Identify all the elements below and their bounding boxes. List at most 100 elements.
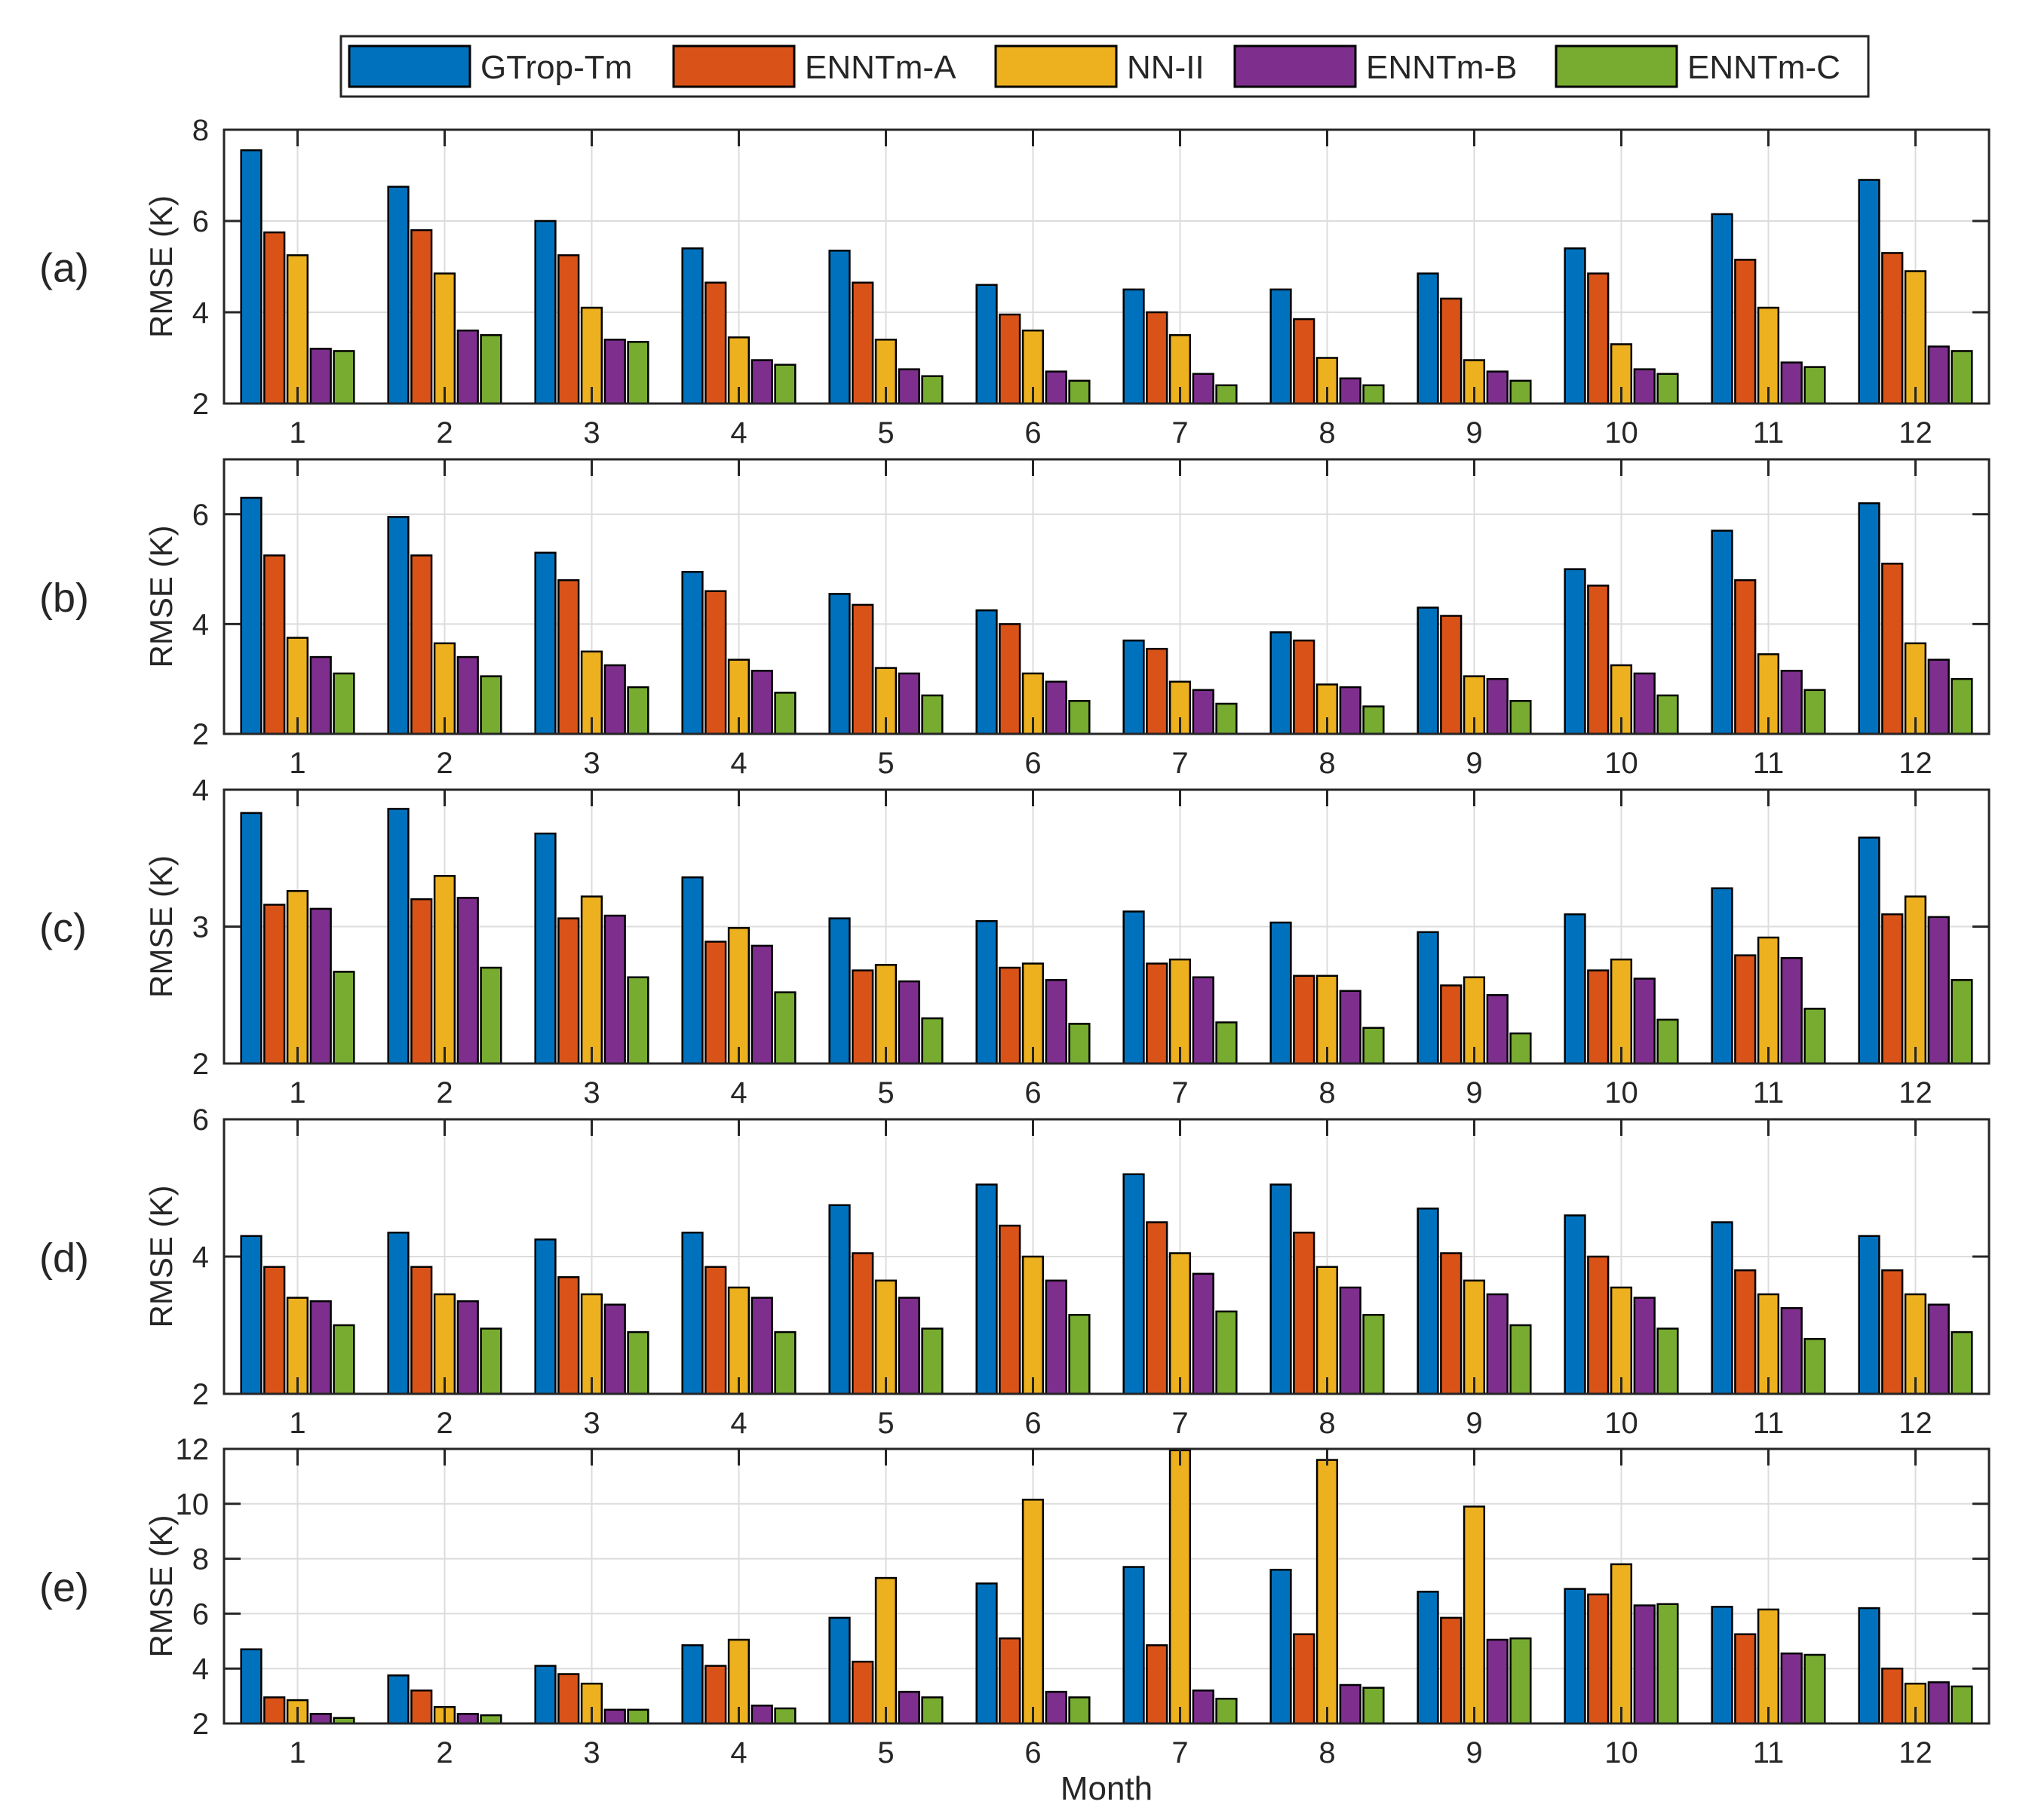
y-axis-label: RMSE (K) bbox=[143, 526, 179, 668]
x-tick-label: 8 bbox=[1318, 1736, 1335, 1769]
bar-enntm-b bbox=[1045, 979, 1067, 1065]
bar-gtrop-tm bbox=[1269, 1183, 1292, 1395]
bar-enntm-b bbox=[1486, 1293, 1509, 1395]
bar-enntm-c bbox=[1656, 1327, 1679, 1395]
bar-enntm-b bbox=[1339, 686, 1361, 735]
bar-gtrop-tm bbox=[1711, 529, 1733, 735]
bar-gtrop-tm bbox=[1122, 1173, 1145, 1395]
bar-enntm-c bbox=[333, 350, 355, 405]
bar-gtrop-tm bbox=[1564, 568, 1586, 735]
x-tick-label: 10 bbox=[1604, 1736, 1638, 1769]
y-tick-label: 2 bbox=[192, 1048, 209, 1081]
bar-enntm-a bbox=[852, 281, 874, 405]
bar-enntm-c bbox=[1068, 379, 1091, 405]
bar-gtrop-tm bbox=[1417, 931, 1439, 1065]
bar-enntm-b bbox=[309, 1713, 332, 1725]
bar-nn-ii bbox=[1315, 1459, 1339, 1725]
bar-enntm-c bbox=[480, 1714, 502, 1725]
x-tick-label: 7 bbox=[1171, 747, 1188, 780]
y-tick-label: 8 bbox=[192, 1543, 209, 1576]
x-tick-label: 6 bbox=[1024, 747, 1041, 780]
bar-gtrop-tm bbox=[828, 917, 851, 1065]
bar-enntm-b bbox=[1045, 680, 1067, 735]
bar-enntm-a bbox=[1587, 1255, 1610, 1395]
legend: GTrop-Tm ENNTm-A NN-II ENNTm-B ENNTm-C bbox=[339, 35, 1870, 98]
x-tick-label: 1 bbox=[289, 416, 305, 450]
bar-enntm-a bbox=[1293, 974, 1315, 1065]
x-tick-label: 8 bbox=[1318, 747, 1335, 780]
y-tick-label: 3 bbox=[192, 911, 209, 944]
bar-enntm-c bbox=[774, 364, 797, 405]
bar-gtrop-tm bbox=[1417, 606, 1439, 735]
bar-enntm-a bbox=[1146, 311, 1168, 405]
bar-enntm-c bbox=[1656, 694, 1679, 735]
bar-enntm-a bbox=[1440, 615, 1463, 735]
legend-label: GTrop-Tm bbox=[480, 49, 632, 86]
bar-enntm-c bbox=[1803, 1337, 1826, 1395]
bar-enntm-c bbox=[1068, 1696, 1091, 1725]
bar-enntm-a bbox=[1881, 1269, 1904, 1395]
bar-enntm-a bbox=[1146, 647, 1168, 735]
bar-enntm-c bbox=[627, 1708, 649, 1725]
bar-gtrop-tm bbox=[1858, 1607, 1880, 1725]
bar-enntm-c bbox=[1509, 1637, 1532, 1725]
bar-enntm-c bbox=[1509, 1032, 1532, 1065]
bar-enntm-c bbox=[921, 1327, 944, 1395]
bar-enntm-b bbox=[1192, 1272, 1214, 1395]
bar-nn-ii bbox=[874, 339, 898, 405]
bar-gtrop-tm bbox=[1122, 639, 1145, 735]
bar-gtrop-tm bbox=[240, 812, 262, 1065]
bar-nn-ii bbox=[1904, 270, 1927, 405]
bar-enntm-a bbox=[1734, 579, 1757, 735]
bar-gtrop-tm bbox=[681, 247, 704, 405]
bar-enntm-a bbox=[999, 623, 1021, 735]
bar-enntm-c bbox=[1656, 1018, 1679, 1065]
bar-enntm-c bbox=[480, 1327, 502, 1395]
legend-swatch bbox=[1233, 45, 1357, 88]
bar-enntm-c bbox=[1068, 1023, 1091, 1065]
bar-enntm-b bbox=[1339, 1286, 1361, 1395]
x-tick-label: 2 bbox=[436, 1407, 453, 1440]
bar-nn-ii bbox=[433, 272, 456, 405]
bar-enntm-b bbox=[751, 359, 773, 405]
y-tick-label: 4 bbox=[192, 1653, 209, 1686]
x-tick-label: 9 bbox=[1466, 1076, 1482, 1109]
x-tick-label: 5 bbox=[877, 747, 894, 780]
bar-gtrop-tm bbox=[1269, 288, 1292, 405]
bar-enntm-b bbox=[456, 1713, 479, 1725]
y-tick-label: 4 bbox=[192, 608, 209, 641]
bar-enntm-a bbox=[263, 231, 286, 405]
bar-gtrop-tm bbox=[681, 876, 704, 1065]
bar-enntm-c bbox=[1803, 366, 1826, 405]
x-tick-label: 7 bbox=[1171, 1736, 1188, 1769]
panel-label: (b) bbox=[39, 575, 89, 621]
bar-nn-ii bbox=[727, 1286, 751, 1395]
bar-enntm-b bbox=[456, 329, 479, 405]
bar-gtrop-tm bbox=[1564, 1588, 1586, 1725]
bar-gtrop-tm bbox=[975, 1582, 998, 1725]
x-tick-label: 8 bbox=[1318, 1076, 1335, 1109]
bar-enntm-a bbox=[1440, 1616, 1463, 1725]
bar-enntm-c bbox=[1656, 1603, 1679, 1725]
bar-enntm-c bbox=[1803, 1008, 1826, 1065]
bar-enntm-b bbox=[1339, 1683, 1361, 1725]
bar-enntm-a bbox=[1146, 1221, 1168, 1395]
bar-enntm-c bbox=[921, 694, 944, 735]
x-tick-label: 8 bbox=[1318, 1407, 1335, 1440]
bar-enntm-a bbox=[263, 1266, 286, 1395]
legend-label: ENNTm-A bbox=[805, 49, 956, 86]
x-tick-label: 12 bbox=[1899, 747, 1932, 780]
y-axis-label: RMSE (K) bbox=[143, 1186, 179, 1328]
x-tick-label: 12 bbox=[1899, 416, 1932, 450]
bar-enntm-c bbox=[1362, 1686, 1385, 1725]
x-tick-label: 10 bbox=[1604, 1076, 1638, 1109]
bar-nn-ii bbox=[1610, 1563, 1633, 1725]
legend-swatch bbox=[348, 45, 471, 88]
x-tick-label: 12 bbox=[1899, 1407, 1932, 1440]
x-tick-label: 6 bbox=[1024, 416, 1041, 450]
bar-enntm-b bbox=[603, 664, 626, 735]
bar-enntm-b bbox=[1192, 976, 1214, 1065]
x-tick-label: 4 bbox=[730, 747, 747, 780]
x-tick-label: 7 bbox=[1171, 416, 1188, 450]
